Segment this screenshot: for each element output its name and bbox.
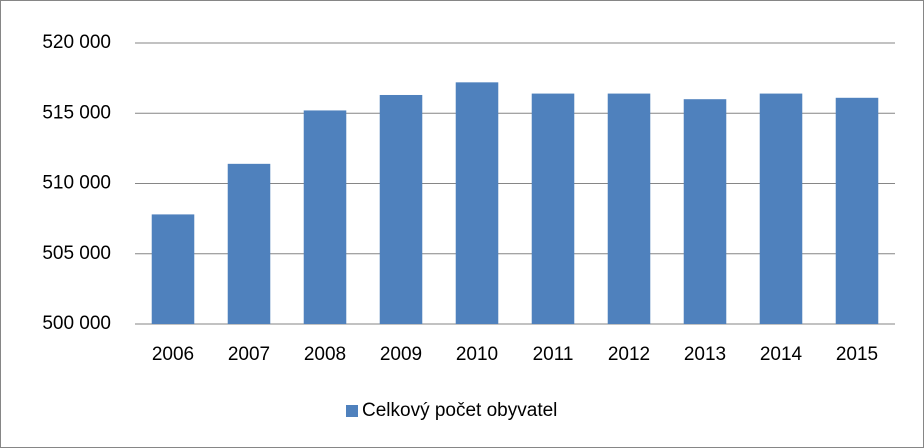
x-tick-label: 2010 [456,344,498,365]
bar [607,93,651,324]
bar [683,99,727,324]
x-tick-label: 2007 [228,344,270,365]
y-tick-label: 520 000 [42,32,111,53]
y-tick-label: 500 000 [42,313,111,334]
x-tick-label: 2009 [380,344,422,365]
bar [379,94,423,324]
y-tick-label: 510 000 [42,173,111,194]
x-tick-label: 2014 [760,344,803,365]
y-tick-label: 515 000 [42,102,111,123]
x-tick-label: 2012 [608,344,650,365]
legend-label: Celkový počet obyvatel [362,400,557,421]
x-tick-label: 2011 [533,344,574,365]
x-tick-label: 2015 [836,344,878,365]
bar [835,97,879,324]
x-tick-label: 2006 [152,344,194,365]
bar [531,93,575,324]
bar [759,93,803,324]
bar [455,82,499,324]
bar [227,163,271,324]
legend-swatch [346,405,358,417]
y-tick-label: 505 000 [42,243,111,264]
bar [303,110,347,324]
x-tick-label: 2008 [304,344,346,365]
bar [151,214,195,324]
x-tick-label: 2013 [684,344,726,365]
